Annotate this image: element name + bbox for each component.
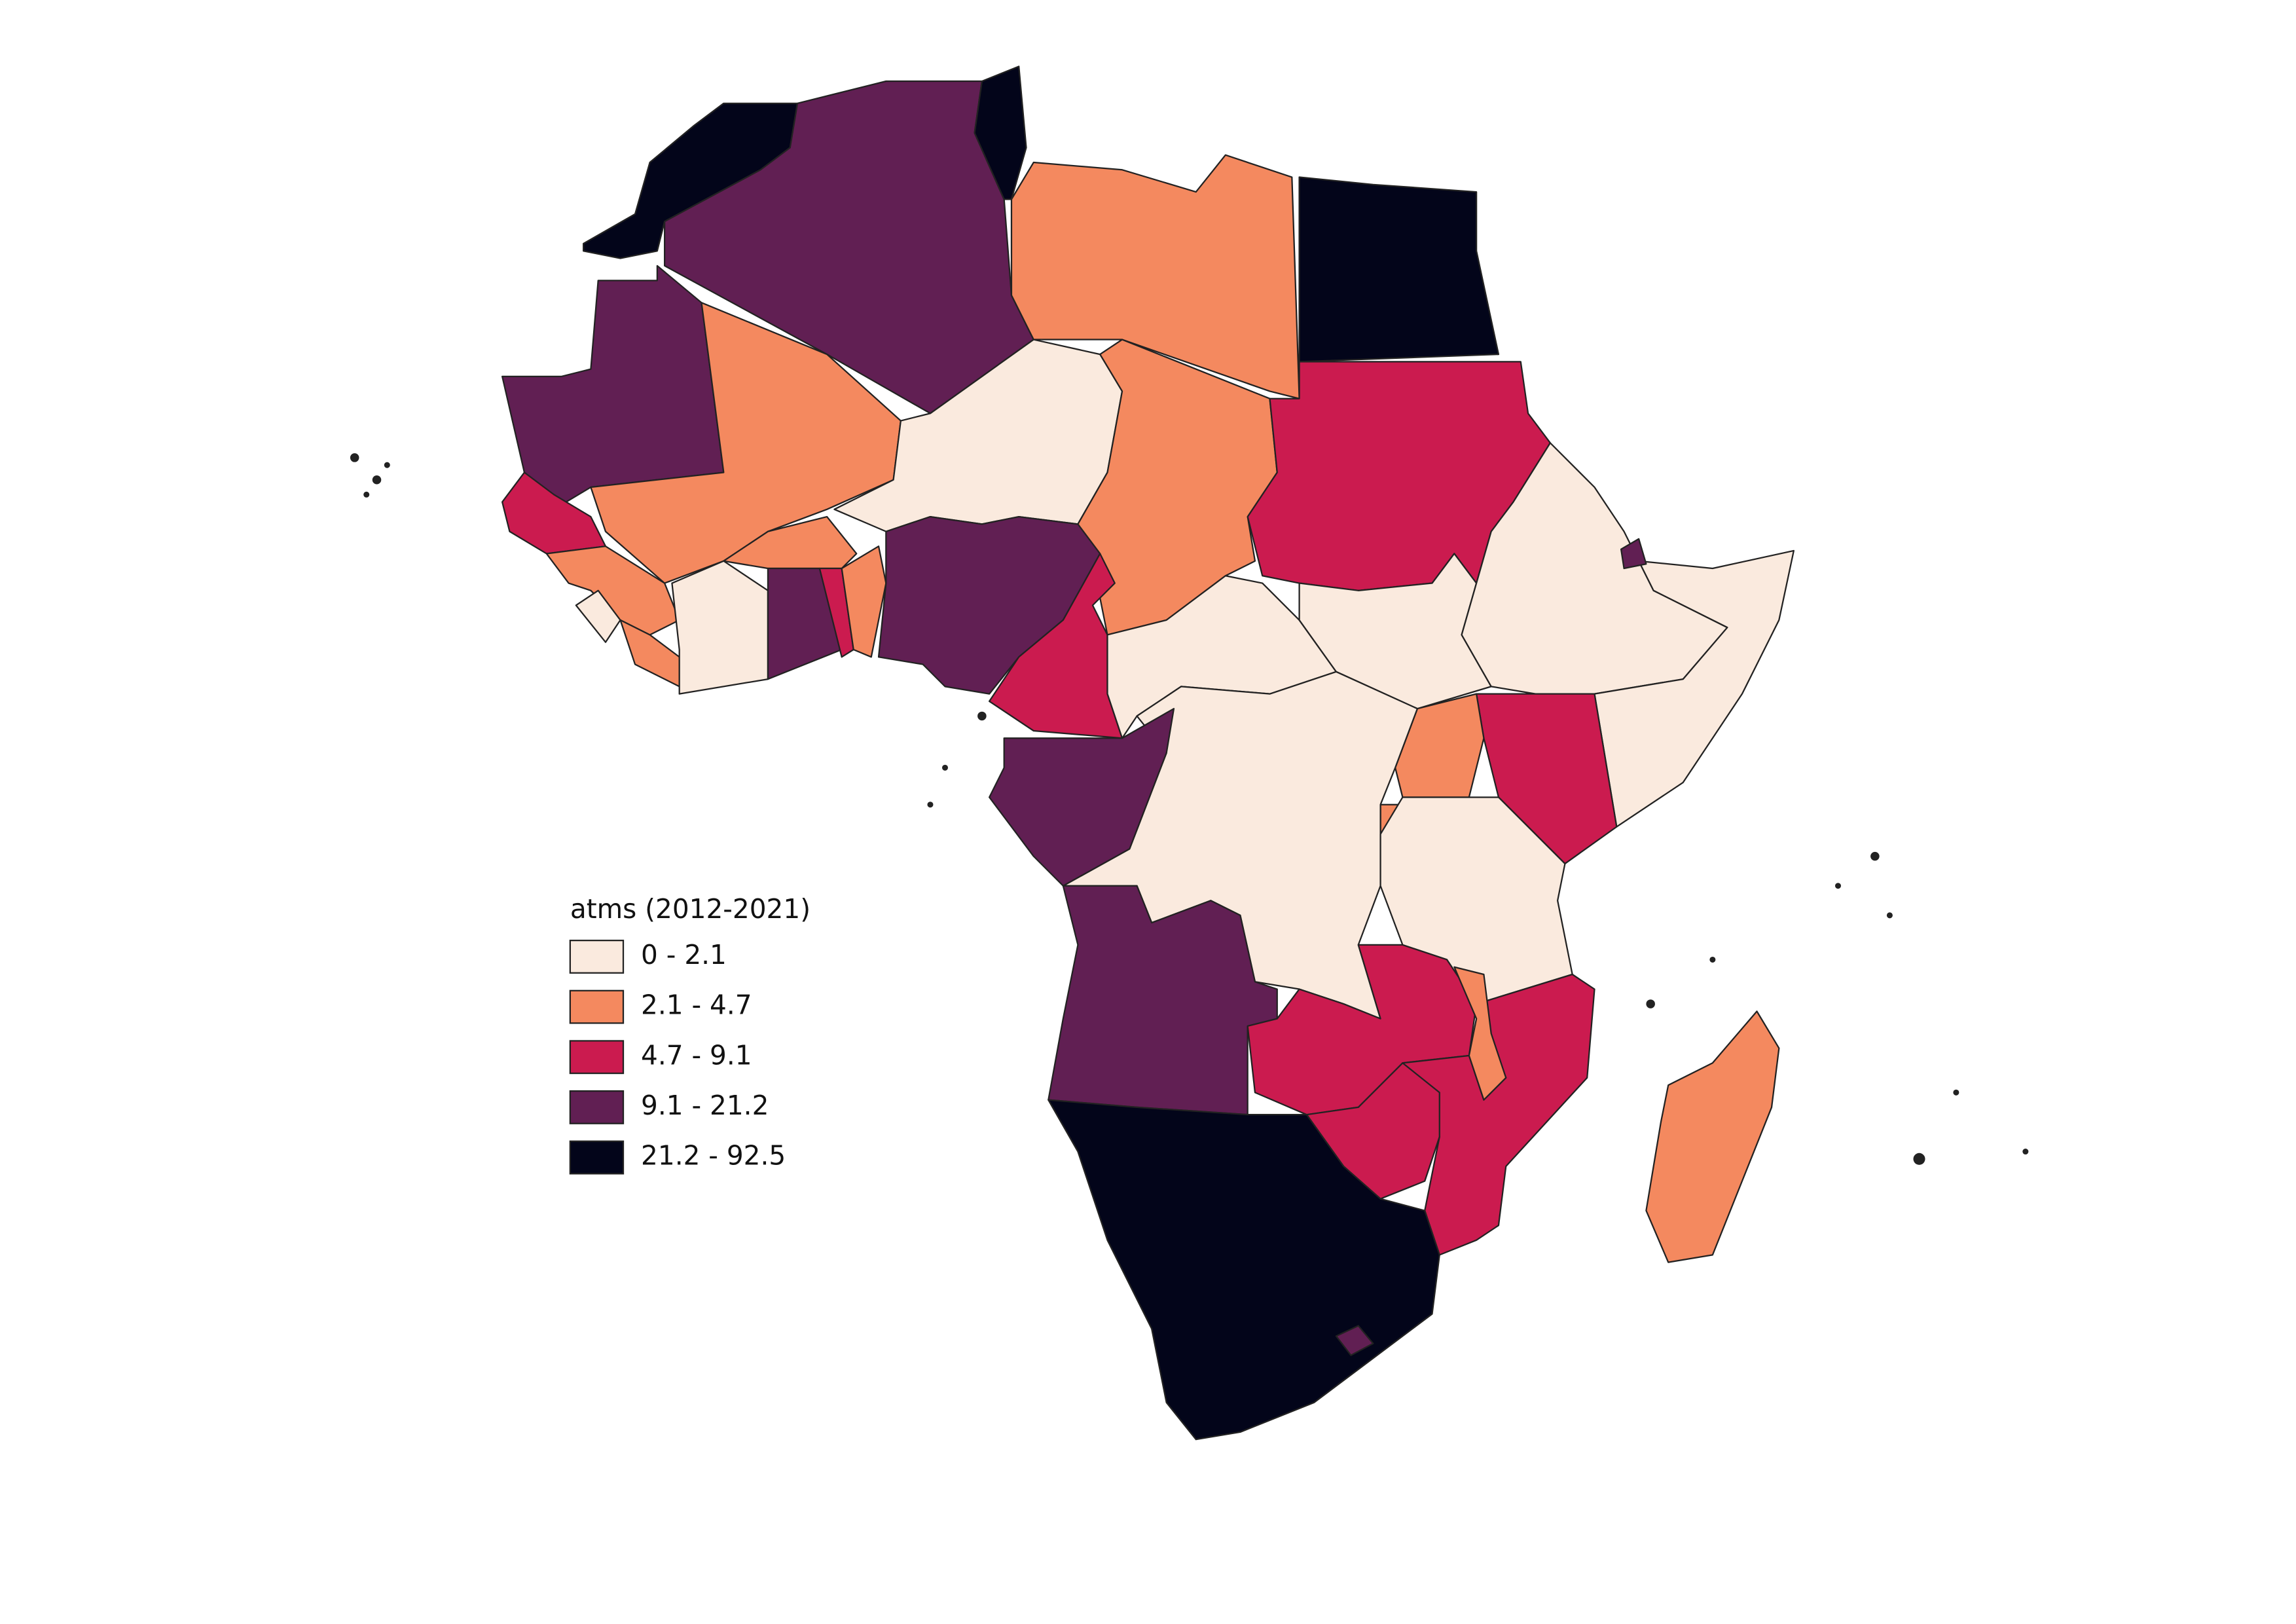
country	[1620, 538, 1647, 570]
country	[989, 708, 1175, 887]
country	[1048, 1099, 1440, 1441]
legend-swatch	[569, 1140, 625, 1175]
country	[1476, 693, 1618, 865]
country	[841, 545, 887, 658]
country	[1453, 966, 1507, 1101]
legend-label: 9.1 - 21.2	[641, 1090, 769, 1121]
legend-label: 0 - 2.1	[641, 939, 727, 970]
legend-swatch	[569, 940, 625, 974]
legend-label: 2.1 - 4.7	[641, 989, 752, 1021]
legend-swatch	[569, 989, 625, 1024]
country	[1335, 1325, 1374, 1356]
legend-label: 21.2 - 92.5	[641, 1140, 786, 1172]
legend-swatch	[569, 1040, 625, 1075]
legend-label: 4.7 - 9.1	[641, 1039, 752, 1071]
legend: atms (2012-2021) 0 - 2.1 2.1 - 4.7 4.7 - 9…	[569, 893, 811, 1175]
legend-title: atms (2012-2021)	[570, 893, 811, 925]
islands	[350, 453, 2029, 1165]
legend-swatch	[569, 1090, 625, 1124]
country	[1010, 154, 1300, 399]
country	[501, 471, 607, 555]
country	[501, 265, 725, 510]
country	[767, 567, 843, 680]
countries	[350, 65, 2029, 1441]
country	[1298, 176, 1500, 363]
country	[671, 560, 769, 695]
country	[1645, 1010, 1780, 1263]
